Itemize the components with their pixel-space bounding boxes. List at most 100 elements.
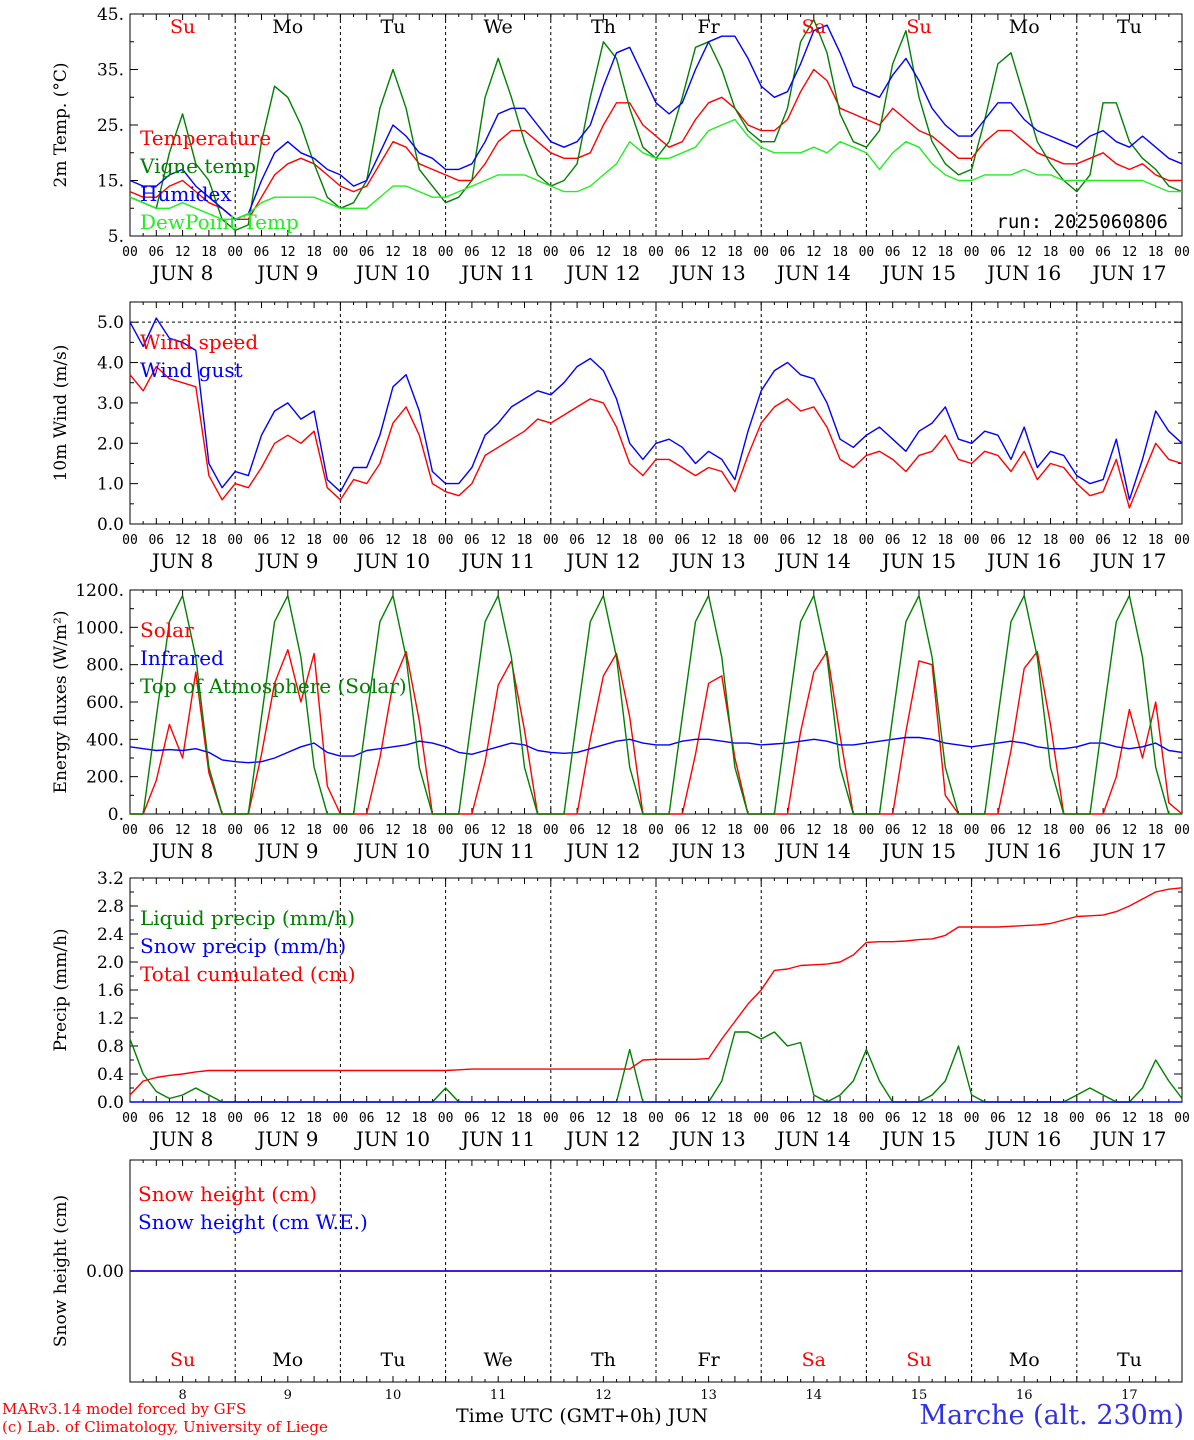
weekday-label-top: Th — [591, 16, 616, 38]
x-hour-label: 00 — [1069, 823, 1085, 838]
x-hour-label: 00 — [227, 823, 243, 838]
x-hour-label: 18 — [1148, 823, 1164, 838]
x-hour-label: 06 — [254, 1111, 270, 1126]
date-number-label: 16 — [1016, 1388, 1033, 1400]
x-hour-label: 00 — [964, 1111, 980, 1126]
x-hour-label: 00 — [648, 823, 664, 838]
x-hour-label: 00 — [648, 245, 664, 260]
y-tick-label: 25. — [97, 116, 124, 136]
y-tick-label: 800. — [86, 656, 124, 676]
x-hour-label: 12 — [911, 245, 927, 260]
x-hour-label: 06 — [464, 533, 480, 548]
station-label: Marche (alt. 230m) — [919, 1400, 1184, 1431]
x-hour-label: 06 — [464, 245, 480, 260]
y-tick-label: 5.0 — [97, 313, 124, 333]
x-date-label: JUN 9 — [255, 1127, 318, 1151]
x-hour-label: 06 — [990, 823, 1006, 838]
x-hour-label: 06 — [359, 533, 375, 548]
y-tick-label: 4.0 — [97, 354, 124, 374]
x-hour-label: 12 — [1016, 533, 1032, 548]
x-hour-label: 18 — [1043, 245, 1059, 260]
x-hour-label: 06 — [359, 823, 375, 838]
x-hour-label: 18 — [517, 533, 533, 548]
date-number-label: 13 — [700, 1388, 717, 1400]
x-date-label: JUN 8 — [150, 839, 213, 863]
x-hour-label: 18 — [517, 1111, 533, 1126]
y-tick-label: 1000. — [75, 618, 124, 638]
x-date-label: JUN 16 — [985, 1127, 1061, 1151]
series-line-top-of-atmosphere-solar- — [130, 594, 1182, 815]
x-hour-label: 00 — [438, 245, 454, 260]
y-tick-label: 2.8 — [97, 897, 124, 917]
x-axis-title-text: Time UTC (GMT+0h) — [456, 1405, 662, 1427]
legend-entry: Infrared — [140, 646, 224, 670]
x-hour-label: 18 — [411, 533, 427, 548]
x-date-label: JUN 9 — [255, 261, 318, 285]
weekday-label-top: Sa — [802, 16, 826, 38]
legend-entry: Wind gust — [140, 358, 243, 382]
x-hour-label: 12 — [1122, 245, 1138, 260]
x-hour-label: 18 — [622, 533, 638, 548]
x-hour-label: 12 — [175, 533, 191, 548]
date-number-label: 10 — [385, 1388, 402, 1400]
x-hour-label: 18 — [832, 823, 848, 838]
x-date-label: JUN 14 — [775, 1127, 851, 1151]
x-hour-label: 00 — [964, 823, 980, 838]
y-tick-label: 1.2 — [97, 1009, 124, 1029]
x-hour-label: 18 — [201, 823, 217, 838]
x-date-label: JUN 11 — [459, 261, 535, 285]
x-hour-label: 12 — [806, 533, 822, 548]
x-hour-label: 12 — [1016, 823, 1032, 838]
x-hour-label: 12 — [1122, 533, 1138, 548]
date-number-label: 17 — [1121, 1388, 1138, 1400]
x-date-label: JUN 10 — [354, 839, 430, 863]
y-tick-label: 0.4 — [97, 1065, 124, 1085]
y-tick-label: 0.8 — [97, 1037, 124, 1057]
x-date-label: JUN 14 — [775, 549, 851, 573]
x-hour-label: 00 — [122, 1111, 138, 1126]
x-hour-label: 12 — [280, 1111, 296, 1126]
legend-entry: Solar — [140, 618, 194, 642]
x-hour-label: 00 — [333, 533, 349, 548]
series-line-dewpoint-temp — [129, 118, 1182, 221]
weekday-label-top: Su — [906, 16, 931, 38]
x-hour-label: 00 — [333, 1111, 349, 1126]
x-hour-label: 18 — [306, 533, 322, 548]
x-hour-label: 12 — [596, 533, 612, 548]
x-date-label: JUN 9 — [255, 839, 318, 863]
y-axis-title: Precip (mm/h) — [51, 928, 71, 1051]
x-date-label: JUN 15 — [880, 839, 956, 863]
weekday-label-bottom: Mo — [1009, 1349, 1040, 1371]
weekday-label-top: We — [484, 16, 513, 38]
weekday-label-top: Tu — [1117, 16, 1142, 38]
x-date-label: JUN 12 — [564, 549, 640, 573]
x-date-label: JUN 15 — [880, 1127, 956, 1151]
x-date-label: JUN 9 — [255, 549, 318, 573]
x-hour-label: 18 — [517, 823, 533, 838]
weekday-label-top: Tu — [381, 16, 406, 38]
legend-entry: Liquid precip (mm/h) — [140, 906, 355, 930]
y-axis-title: Energy fluxes (W/m²) — [51, 611, 71, 794]
x-hour-label: 18 — [1148, 1111, 1164, 1126]
x-hour-label: 12 — [596, 823, 612, 838]
x-hour-label: 06 — [254, 533, 270, 548]
x-date-label: JUN 12 — [564, 1127, 640, 1151]
series-line-infrared — [129, 736, 1183, 764]
x-hour-label: 00 — [753, 533, 769, 548]
run-label: run: 2025060806 — [996, 211, 1168, 233]
weekday-label-top: Fr — [697, 16, 720, 38]
y-tick-label: 45. — [97, 5, 124, 25]
weekday-label-bottom: Tu — [381, 1349, 406, 1371]
weekday-label-bottom: Sa — [802, 1349, 826, 1371]
x-hour-label: 12 — [701, 245, 717, 260]
legend-entry: Wind speed — [140, 330, 258, 354]
x-hour-label: 12 — [806, 823, 822, 838]
x-hour-label: 18 — [727, 245, 743, 260]
x-hour-label: 12 — [701, 533, 717, 548]
x-hour-label: 12 — [385, 245, 401, 260]
x-hour-label: 12 — [701, 823, 717, 838]
x-hour-label: 12 — [911, 823, 927, 838]
x-hour-label: 00 — [333, 823, 349, 838]
x-hour-label: 18 — [937, 533, 953, 548]
y-tick-label: 2.0 — [97, 434, 124, 454]
